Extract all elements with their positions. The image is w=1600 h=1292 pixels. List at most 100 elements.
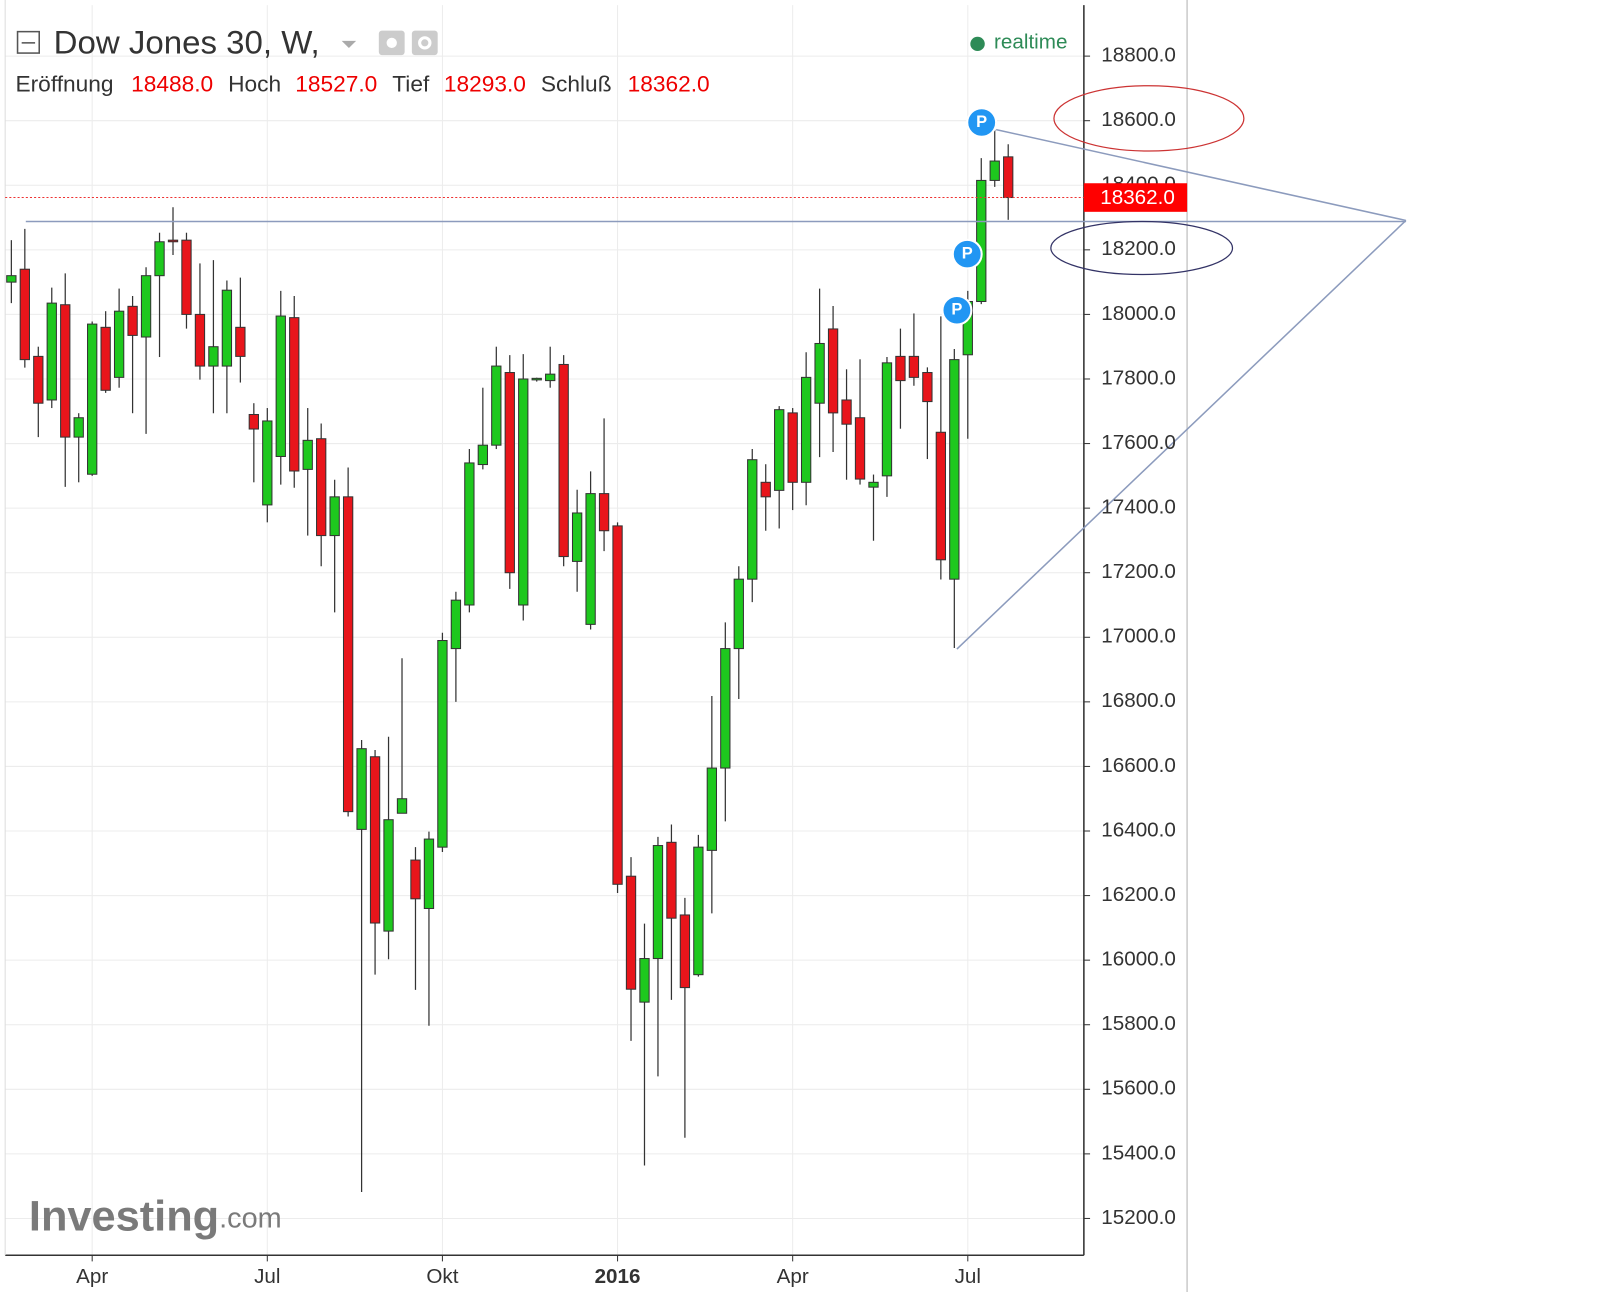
candle-body: [275, 315, 286, 457]
candle-body: [720, 648, 731, 769]
candle-body: [787, 412, 798, 483]
y-tick-label: 16200.0: [1101, 883, 1176, 906]
ohlc-name: Hoch: [228, 72, 281, 97]
markers[interactable]: P P P: [941, 107, 998, 326]
candle-body: [612, 525, 623, 885]
candle-body: [989, 160, 1000, 181]
y-tick-label: 18200.0: [1101, 237, 1176, 260]
y-tick-label: 15800.0: [1101, 1012, 1176, 1035]
logo-main: Investing: [29, 1193, 219, 1241]
candle-body: [800, 376, 812, 483]
y-tick-label: 18600.0: [1101, 108, 1176, 131]
candle-body: [19, 268, 30, 361]
candle-body: [87, 323, 98, 475]
candle-body: [706, 767, 718, 851]
chart-title: Dow Jones 30, W,: [54, 24, 320, 61]
marker-label: P: [951, 301, 962, 319]
candle-body: [935, 431, 947, 561]
candle-body: [356, 748, 367, 830]
candle-body: [666, 841, 677, 919]
candle-body: [504, 372, 515, 574]
candle-body: [477, 444, 488, 466]
y-tick-label: 16800.0: [1101, 689, 1176, 712]
logo: Investing.com: [29, 1193, 282, 1241]
candle-body: [693, 846, 704, 976]
candle-body: [881, 362, 893, 477]
x-tick-label: Jul: [254, 1265, 280, 1288]
candle-body: [316, 438, 327, 537]
drawing-ellipse: [1053, 85, 1245, 152]
candle-body: [464, 462, 475, 606]
candle-body: [235, 326, 246, 357]
ohlc-name: Eröffnung: [15, 72, 113, 97]
marker-label: P: [976, 113, 987, 131]
candle-body: [868, 481, 879, 488]
ohlc-value: 18527.0: [295, 72, 377, 97]
marker-label: P: [962, 245, 973, 263]
price-label-box: [1083, 183, 1188, 212]
logo-suffix: .com: [219, 1202, 282, 1234]
x-tick-label: Jul: [955, 1265, 981, 1288]
marker[interactable]: [951, 238, 983, 270]
y-tick-label: 16600.0: [1101, 754, 1176, 777]
candle-body: [450, 599, 462, 650]
candle-body: [248, 413, 259, 430]
candle-body: [679, 914, 691, 989]
x-tick-label: Apr: [76, 1265, 108, 1288]
candle-body: [922, 372, 933, 403]
candle-body: [342, 496, 354, 813]
candle-body: [760, 481, 771, 498]
ohlc-value: 18488.0: [131, 72, 213, 97]
y-tick-label: 17200.0: [1101, 560, 1176, 583]
candle-body: [598, 493, 610, 532]
status-dot: [970, 36, 985, 52]
candle-body: [774, 409, 785, 491]
candle-body: [127, 305, 138, 336]
candle-body: [949, 359, 960, 580]
candle-body: [100, 326, 111, 391]
candle-body: [1003, 156, 1014, 199]
ohlc-value: 18293.0: [444, 72, 526, 97]
drawing-line: [956, 219, 1407, 650]
ohlc-name: Schluß: [541, 72, 612, 97]
candle-body: [491, 365, 502, 446]
ohlc-value: 18362.0: [628, 72, 710, 97]
candle-body: [194, 313, 206, 367]
candle-body: [113, 310, 125, 378]
candle-body: [639, 958, 650, 1003]
x-tick-label: Apr: [777, 1265, 809, 1288]
candle-body: [814, 342, 825, 404]
candles: [5, 127, 1084, 1192]
candle-body: [154, 241, 165, 277]
candle-body: [60, 304, 71, 438]
candle-body: [531, 377, 542, 381]
drawing-line: [995, 128, 1407, 222]
candle-body: [625, 875, 637, 990]
candle-body: [6, 275, 17, 283]
y-tick-label: 16000.0: [1101, 948, 1176, 971]
candle-body: [289, 317, 300, 472]
y-tick-label: 15400.0: [1101, 1141, 1176, 1164]
marker[interactable]: [941, 294, 973, 326]
candle-body: [262, 420, 273, 506]
candle-body: [140, 275, 152, 338]
eye-icon: [386, 37, 397, 48]
grid: [5, 5, 1084, 1256]
axis: 15200.0 15400.0 15600.0 15800.0 16000.0 16200…: [76, 44, 1188, 1288]
x-tick-label: Okt: [426, 1265, 458, 1288]
dropdown[interactable]: [341, 40, 357, 48]
candle-body: [747, 459, 758, 580]
settings-button[interactable]: [411, 30, 438, 56]
candle-body: [571, 512, 583, 562]
candle-body: [854, 417, 866, 480]
y-tick-label: 18000.0: [1101, 302, 1176, 325]
candle-body: [369, 756, 381, 924]
candle-body: [410, 859, 421, 900]
candle-body: [908, 355, 920, 378]
marker[interactable]: [966, 107, 998, 138]
price-label: 18362.0: [1100, 186, 1175, 209]
ohlc-name: Tief: [392, 72, 430, 97]
candle-body: [841, 399, 852, 425]
